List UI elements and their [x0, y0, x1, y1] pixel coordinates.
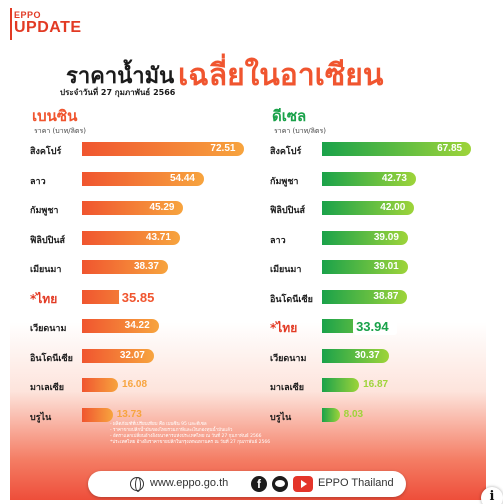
diesel-data-label: 39.01: [373, 261, 399, 272]
brand-line1: EPPO: [14, 10, 42, 20]
benzine-bar: [82, 348, 154, 363]
benzine-data-label: 38.37: [133, 261, 159, 272]
brand-line2: UPDATE: [14, 19, 82, 36]
benzine-category-label: *ไทย: [30, 291, 58, 306]
diesel-data-label: 33.94: [356, 319, 389, 334]
benzine-category-label: อินโดนีเซีย: [30, 353, 73, 364]
diesel-bar: [322, 378, 360, 392]
diesel-category-label: เมียนมา: [270, 265, 302, 275]
globe-icon: [130, 477, 144, 492]
diesel-category-label: ฟิลิปปินส์: [270, 206, 305, 216]
diesel-category-label: มาเลเซีย: [270, 383, 305, 393]
benzine-unit: ราคา (บาท/ลิตร): [34, 127, 86, 135]
benzine-category-label: บรูไน: [30, 412, 52, 423]
benzine-category-label: เมียนมา: [30, 265, 62, 275]
benzine-data-label: 34.22: [124, 320, 150, 331]
footnotes: - ผลิตภัณฑ์ที่เปรียบเทียบ คือ เบนซิน 95 …: [110, 422, 400, 446]
footnote-line: *ประเทศไทย อ้างอิงราคาขายปลีกในกรุงเทพมห…: [110, 440, 271, 445]
diesel-bar: [322, 171, 416, 186]
benzine-highlight-box: [118, 287, 163, 306]
diesel-data-label: 30.37: [354, 349, 380, 361]
benzine-data-label: 43.71: [145, 231, 171, 243]
benzine-title: เบนซิน: [32, 107, 78, 125]
brand-accent-bar: [10, 8, 12, 40]
diesel-category-label: อินโดนีเซีย: [270, 294, 313, 305]
youtube-icon[interactable]: [293, 476, 313, 492]
footnote-line: - ราคาขายปลีกน้ำมันของไทยรวมภาษีและเงินก…: [110, 428, 233, 433]
benzine-bar: [82, 407, 113, 422]
benzine-bar: [82, 142, 245, 156]
benzine-data-label: 32.07: [119, 349, 145, 361]
diesel-data-label: 67.85: [437, 143, 463, 154]
diesel-bar: [322, 407, 340, 422]
diesel-data-label: 16.87: [363, 379, 389, 390]
benzine-data-label: 13.73: [116, 408, 142, 420]
benzine-category-label: เวียดนาม: [30, 324, 67, 334]
diesel-category-label: สิงคโปร์: [270, 147, 302, 157]
diesel-bar: [322, 348, 389, 363]
benzine-bar: [82, 171, 204, 186]
benzine-data-label: 35.85: [121, 289, 155, 305]
infographic-card: EPPO UPDATE ราคาน้ำมัน เฉลี่ยในอาเซียน ป…: [10, 6, 486, 500]
info-button[interactable]: i: [481, 487, 503, 504]
diesel-category-label: กัมพูชา: [270, 176, 299, 187]
page-title: ราคาน้ำมัน: [66, 64, 175, 89]
page-subtitle: ประจำวันที่ 27 กุมภาพันธ์ 2566: [60, 88, 176, 97]
benzine-category-label: สิงคโปร์: [30, 147, 62, 157]
footer-url[interactable]: www.eppo.go.th: [150, 477, 229, 489]
diesel-bar: [322, 230, 408, 245]
benzine-category-label: ลาว: [30, 176, 46, 187]
line-icon[interactable]: [272, 476, 288, 492]
benzine-data-label: 54.44: [169, 172, 195, 184]
footnote-line: - ผลิตภัณฑ์ที่เปรียบเทียบ คือ เบนซิน 95 …: [110, 422, 207, 427]
benzine-bar: [82, 201, 184, 215]
diesel-title: ดีเซล: [272, 107, 307, 125]
diesel-data-label: 42.73: [381, 172, 407, 184]
diesel-unit: ราคา (บาท/ลิตร): [274, 127, 326, 135]
benzine-data-label: 72.51: [210, 143, 236, 154]
footnote-line: - อัตราแลกเปลี่ยนอ้างอิงธนาคารแห่งประเทศ…: [110, 434, 262, 439]
diesel-bar: [322, 260, 408, 274]
diesel-category-label: *ไทย: [270, 321, 298, 335]
benzine-data-label: 45.29: [149, 202, 175, 213]
brand-logo: EPPO UPDATE: [14, 10, 82, 36]
benzine-bar: [82, 378, 119, 392]
diesel-category-label: เวียดนาม: [270, 353, 307, 364]
page-title-accent: เฉลี่ยในอาเซียน: [178, 58, 384, 93]
diesel-bar: [322, 201, 415, 215]
diesel-bar: [322, 142, 472, 156]
benzine-category-label: กัมพูชา: [30, 206, 59, 216]
footer-brand: EPPO Thailand: [318, 477, 394, 489]
diesel-category-label: ลาว: [270, 235, 286, 246]
diesel-category-label: บรูไน: [270, 412, 292, 423]
diesel-data-label: 42.00: [380, 202, 406, 213]
diesel-highlight-box: [353, 317, 397, 335]
benzine-bar: [82, 260, 168, 274]
footer-bar: www.eppo.go.th f EPPO Thailand: [88, 471, 406, 497]
benzine-bar: [82, 230, 180, 245]
benzine-data-label: 16.08: [122, 379, 148, 390]
facebook-icon[interactable]: f: [251, 476, 267, 492]
benzine-bar: [82, 319, 159, 333]
diesel-data-label: 38.87: [373, 290, 399, 302]
diesel-data-label: 39.09: [373, 231, 399, 243]
benzine-category-label: ฟิลิปปินส์: [30, 235, 65, 246]
benzine-category-label: มาเลเซีย: [30, 383, 65, 393]
diesel-data-label: 8.03: [343, 408, 364, 420]
diesel-bar: [322, 289, 408, 304]
